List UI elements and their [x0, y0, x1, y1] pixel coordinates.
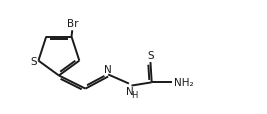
Text: S: S: [147, 51, 154, 60]
Text: NH₂: NH₂: [174, 78, 194, 88]
Text: N: N: [126, 86, 134, 96]
Text: N: N: [104, 65, 112, 75]
Text: S: S: [30, 56, 37, 66]
Text: Br: Br: [67, 19, 78, 29]
Text: H: H: [131, 90, 138, 99]
